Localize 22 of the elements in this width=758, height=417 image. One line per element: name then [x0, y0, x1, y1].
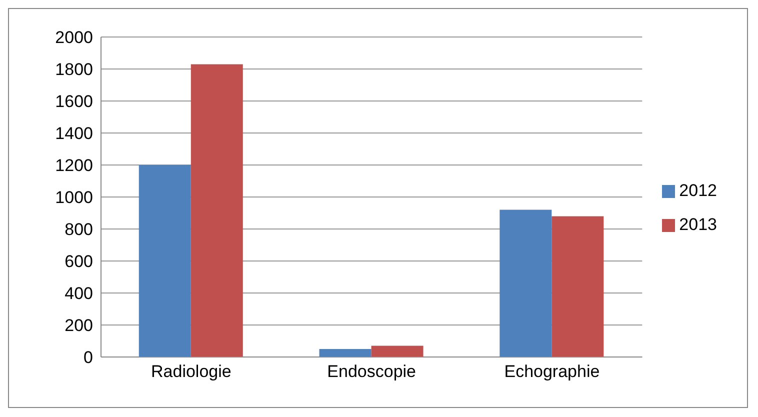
legend-label: 2013	[679, 215, 717, 234]
y-tick-label: 1000	[55, 188, 93, 208]
y-tick-label: 1200	[55, 156, 93, 176]
y-tick-label: 1600	[55, 92, 93, 112]
bar	[500, 210, 552, 357]
y-tick-label: 2000	[55, 28, 93, 48]
bar	[138, 165, 191, 357]
y-tick-label: 200	[64, 316, 93, 336]
bar	[319, 349, 372, 357]
legend-label: 2012	[679, 181, 717, 200]
bar	[552, 216, 604, 357]
x-tick-label: Endoscopie	[327, 362, 416, 382]
y-tick-label: 600	[64, 252, 93, 272]
y-tick-label: 800	[64, 220, 93, 240]
y-tick-label: 1800	[55, 60, 93, 80]
y-tick-label: 1400	[55, 124, 93, 144]
bar	[371, 346, 424, 357]
bar	[190, 64, 243, 357]
x-tick-label: Radiologie	[151, 362, 232, 382]
y-tick-label: 400	[64, 284, 93, 304]
y-tick-label: 0	[84, 348, 93, 368]
x-tick-label: Echographie	[504, 362, 600, 382]
